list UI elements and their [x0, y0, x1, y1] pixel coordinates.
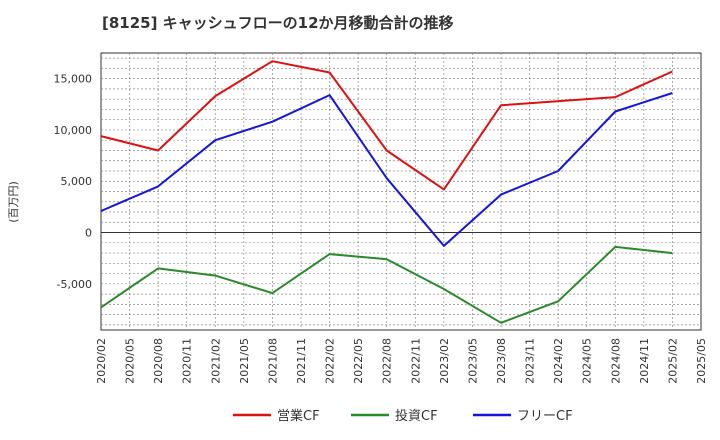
x-tick-label: 2020/08 [152, 338, 165, 384]
x-tick-label: 2023/08 [495, 338, 508, 384]
series-line [100, 245, 673, 324]
x-tick-label: 2020/11 [181, 338, 194, 384]
x-tick-label: 2020/02 [95, 338, 108, 384]
x-tick-label: 2025/02 [666, 338, 679, 384]
legend-label: 営業CF [277, 408, 320, 424]
y-axis-label: (百万円) [7, 181, 20, 223]
x-tick-label: 2022/08 [381, 338, 394, 384]
x-tick-label: 2022/05 [352, 338, 365, 384]
x-tick-label: 2024/02 [552, 338, 565, 384]
x-tick-label: 2023/05 [466, 338, 479, 384]
y-tick-label: 0 [85, 227, 92, 240]
x-tick-label: 2021/05 [238, 338, 251, 384]
x-tick-label: 2021/11 [295, 338, 308, 384]
x-tick-label: 2025/05 [695, 338, 708, 384]
chart-title: [8125] キャッシュフローの12か月移動合計の推移 [102, 14, 454, 32]
series-layer [100, 60, 673, 324]
y-tick-label: 5,000 [61, 175, 93, 188]
y-axis: -5,000 0 5,000 10,000 15,000 [54, 73, 93, 291]
x-tick-label: 2021/08 [266, 338, 279, 384]
x-tick-label: 2024/08 [609, 338, 622, 384]
x-axis: 2020/02 2020/05 2020/08 2020/11 2021/02 2021/… [95, 338, 708, 384]
legend: 営業CF 投資CF フリーCF [233, 408, 573, 424]
x-tick-label: 2022/02 [324, 338, 337, 384]
legend-label: 投資CF [395, 408, 438, 424]
y-tick-label: 15,000 [54, 73, 93, 86]
series-line [100, 60, 673, 191]
y-tick-label: 10,000 [54, 124, 93, 137]
x-tick-label: 2024/05 [581, 338, 594, 384]
x-tick-label: 2021/02 [209, 338, 222, 384]
x-tick-label: 2024/11 [638, 338, 651, 384]
x-tick-label: 2022/11 [409, 338, 422, 384]
x-tick-label: 2023/11 [524, 338, 537, 384]
legend-label: フリーCF [517, 409, 573, 424]
y-tick-label: -5,000 [57, 278, 92, 291]
x-tick-label: 2020/05 [124, 338, 137, 384]
x-tick-label: 2023/02 [438, 338, 451, 384]
series-line [100, 92, 673, 247]
